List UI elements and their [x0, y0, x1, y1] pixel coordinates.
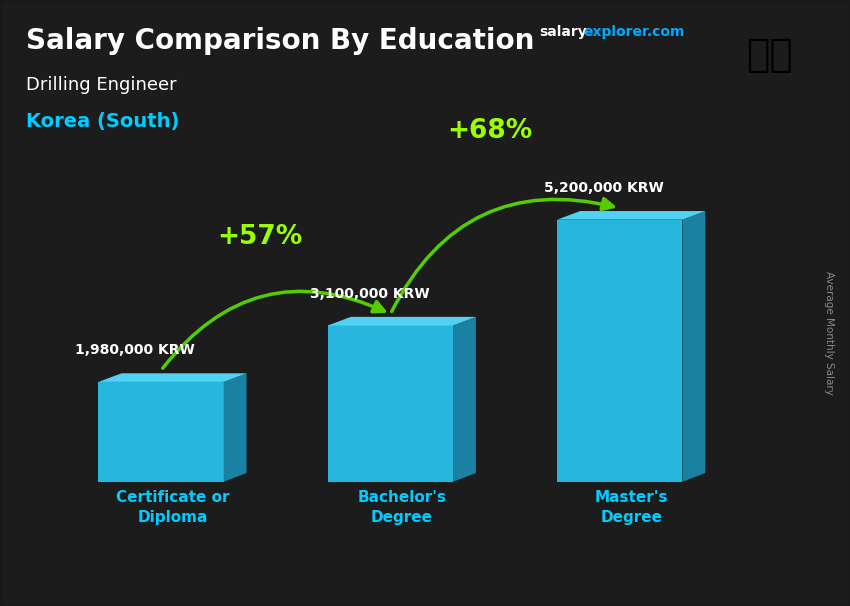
- Text: Korea (South): Korea (South): [26, 112, 178, 131]
- Polygon shape: [224, 373, 246, 482]
- Text: Bachelor's
Degree: Bachelor's Degree: [357, 490, 446, 525]
- Polygon shape: [328, 317, 476, 325]
- Text: Average Monthly Salary: Average Monthly Salary: [824, 271, 834, 395]
- Text: +68%: +68%: [447, 118, 532, 144]
- Text: 1,980,000 KRW: 1,980,000 KRW: [75, 343, 195, 358]
- Text: Salary Comparison By Education: Salary Comparison By Education: [26, 27, 534, 55]
- Polygon shape: [453, 317, 476, 482]
- Text: 3,100,000 KRW: 3,100,000 KRW: [309, 287, 429, 301]
- Text: explorer.com: explorer.com: [583, 25, 684, 39]
- Polygon shape: [99, 382, 224, 482]
- Polygon shape: [558, 219, 683, 482]
- Text: +57%: +57%: [218, 224, 303, 250]
- Text: salary: salary: [540, 25, 587, 39]
- Polygon shape: [683, 211, 706, 482]
- Text: 🇰🇷: 🇰🇷: [746, 36, 792, 73]
- Polygon shape: [99, 373, 246, 382]
- Polygon shape: [558, 211, 706, 219]
- Text: Certificate or
Diploma: Certificate or Diploma: [116, 490, 230, 525]
- Text: 5,200,000 KRW: 5,200,000 KRW: [544, 181, 664, 195]
- Text: Master's
Degree: Master's Degree: [594, 490, 668, 525]
- Polygon shape: [328, 325, 453, 482]
- Text: Drilling Engineer: Drilling Engineer: [26, 76, 176, 94]
